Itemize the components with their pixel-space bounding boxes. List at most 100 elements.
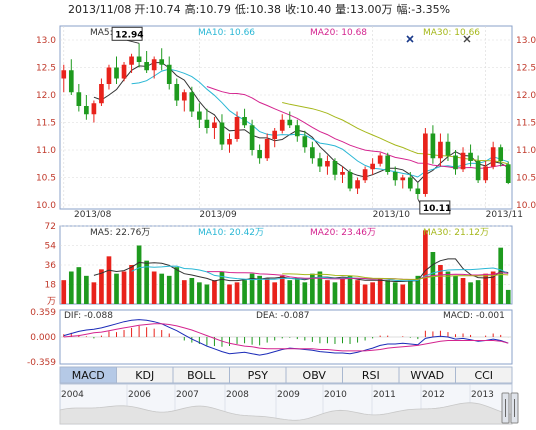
tab-cci[interactable]: CCI [455,366,513,384]
tab-obv[interactable]: OBV [285,366,343,384]
candle-body [151,59,157,71]
volume-bar [468,282,473,304]
candle-body [302,136,308,148]
volume-bar [294,278,300,304]
volume-bar [445,271,451,304]
price-tick-left: 10.5 [36,174,56,184]
tab-label: BOLL [187,369,216,382]
volume-bar [249,273,255,304]
navigator-year-label: 2008 [226,390,249,400]
volume-bar [144,260,149,304]
volume-bar [310,273,315,304]
volume-bar [136,245,142,304]
candle-body [91,103,97,115]
volume-bar [121,271,127,304]
volume-bar [219,271,225,304]
tab-psy[interactable]: PSY [229,366,287,384]
volume-bar [166,275,172,304]
ma10-line [131,68,509,178]
zoom-icon[interactable] [405,35,417,43]
candle-body [460,152,466,170]
price-tick-left: 13.0 [36,36,56,46]
price-xtick-label: 2013/09 [199,210,237,220]
price-panel: 13.0 12.5 12.0 11.5 11.0 10.5 10.0 13.0 12.5 12.… [36,25,536,220]
candle-body [272,130,278,139]
volume-bar [400,284,406,304]
price-tick-right: 12.0 [516,91,536,101]
candle-body [159,59,165,65]
vol-legend-ma5: MA5: 22.76万 [90,228,150,238]
macd-tick: 0.359 [30,308,56,318]
candle-body [438,141,443,159]
time-navigator[interactable]: 2004 2006 2007 2008 2009 2010 2011 2012 2013 [59,383,519,425]
candle-body [415,188,421,194]
volume-bar [483,273,488,304]
volume-tick: 万 [47,297,56,307]
candle-body [129,56,134,65]
candle-body [453,155,458,170]
candle-body [181,92,187,101]
tab-rsi[interactable]: RSI [342,366,400,384]
tab-kdj[interactable]: KDJ [116,366,174,384]
price-tick-right: 10.0 [516,201,536,211]
navigator-year-label: 2010 [324,390,347,400]
volume-bar [181,280,187,304]
volume-bar [317,271,323,304]
volume-bar [505,289,511,304]
tab-label: OBV [303,369,327,382]
candle-body [197,111,202,120]
candle-body [505,164,511,183]
price-tick-right: 11.5 [516,119,536,129]
low-callout: 10.11 [417,198,451,215]
range-handle-right[interactable] [510,392,519,424]
volume-bar [340,278,345,304]
volume-bar [407,280,413,304]
tab-boll[interactable]: BOLL [172,366,230,384]
candle-body [99,84,104,104]
volume-bar [114,273,119,304]
price-tick-right: 13.0 [516,36,536,46]
indicator-tabs: MACD KDJ BOLL PSY OBV RSI WVAD CCI [59,366,513,384]
range-handle-left[interactable] [501,392,510,424]
volume-tick: 72 [45,222,56,232]
tab-wvad[interactable]: WVAD [398,366,456,384]
candle-body [114,67,119,79]
tab-macd[interactable]: MACD [59,366,117,384]
high-callout: 12.94 [111,26,144,44]
candle-body [249,125,255,150]
volume-bar [257,275,262,304]
price-xtick-label: 2013/11 [486,210,523,220]
candle-body [294,125,300,137]
volume-bar [430,252,436,304]
candle-body [106,67,112,84]
candle-body [423,133,428,194]
volume-bar [460,278,466,304]
tab-label: MACD [72,369,105,382]
candle-body [121,64,127,79]
candle-body [498,147,504,161]
ma20-line [206,86,509,169]
candle-body [234,117,240,139]
navigator-year-label: 2009 [277,390,300,400]
vol-legend-ma10: MA10: 20.42万 [198,228,264,238]
candle-body [347,172,353,189]
volume-bar [197,282,202,304]
vol-ma30-line [282,273,509,280]
candle-body [370,163,375,170]
candle-body [144,62,149,71]
macd-tick: 0.000 [30,333,56,343]
tab-label: PSY [248,369,269,382]
price-tick-right: 12.5 [516,64,536,74]
move-icon[interactable] [462,35,474,43]
candle-body [68,70,74,93]
candle-body [430,133,436,159]
volume-tick: 36 [45,261,57,271]
volume-bar [332,282,338,304]
volume-bar [84,275,89,304]
candle-body [174,84,180,101]
volume-bar [242,280,247,304]
price-tick-left: 10.0 [36,201,56,211]
tab-label: RSI [362,369,380,382]
macd-legend-dif: DIF: -0.088 [64,311,113,321]
tab-background [455,366,513,384]
